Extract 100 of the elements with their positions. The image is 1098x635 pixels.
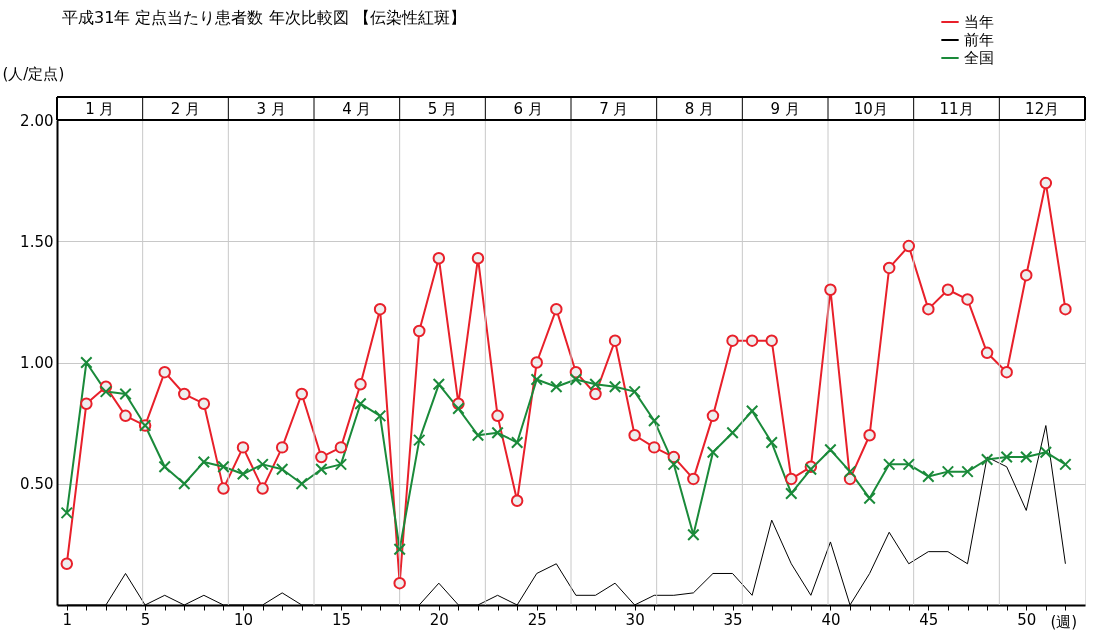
- point: [922, 302, 935, 316]
- x-tick-label: 50: [1017, 610, 1037, 629]
- point: [373, 302, 387, 316]
- point: [765, 334, 778, 347]
- point: [608, 380, 622, 393]
- x-tick-label: 35: [723, 610, 743, 629]
- point: [491, 409, 504, 423]
- text: 1 月: [85, 99, 115, 118]
- point: [1000, 450, 1013, 464]
- y-tick-label: 1.00: [20, 354, 54, 372]
- point: [941, 283, 955, 296]
- text: 2 月: [170, 99, 201, 118]
- point: [843, 465, 857, 478]
- x-tick-label: 15: [331, 610, 351, 629]
- point: [236, 467, 250, 481]
- point: [726, 426, 739, 440]
- point: [550, 380, 563, 393]
- y-tick-label: 0.50: [20, 475, 54, 494]
- text: 5 月: [427, 99, 458, 118]
- point: [863, 429, 876, 442]
- y-axis-title: (人/定点): [2, 64, 65, 83]
- point: [1020, 450, 1033, 464]
- point: [1059, 458, 1072, 471]
- point: [99, 385, 113, 398]
- point: [628, 429, 641, 442]
- point: [961, 465, 974, 478]
- point: [452, 402, 465, 415]
- point: [510, 436, 524, 449]
- point: [119, 387, 132, 401]
- point: [471, 251, 485, 265]
- x-tick-label: 45: [919, 610, 939, 629]
- point: [530, 373, 543, 386]
- point: [726, 334, 739, 347]
- point: [60, 557, 74, 571]
- point: [1039, 176, 1053, 190]
- point: [824, 283, 837, 296]
- point: [1039, 445, 1053, 459]
- point: [158, 365, 171, 379]
- text: 7 月: [599, 99, 629, 118]
- x-axis-title: (週): [1050, 612, 1078, 631]
- point: [608, 334, 622, 347]
- x-tick-label: 10: [233, 610, 254, 629]
- point: [80, 397, 93, 410]
- point: [961, 293, 974, 306]
- point: [667, 458, 681, 471]
- point: [60, 506, 74, 520]
- point: [785, 472, 798, 486]
- text: 9 月: [770, 99, 800, 118]
- text: 11月: [939, 99, 974, 118]
- point: [315, 450, 328, 464]
- point: [295, 477, 309, 490]
- point: [1000, 365, 1013, 379]
- point: [491, 426, 504, 440]
- point: [687, 528, 700, 541]
- chart-title: 平成31年 定点当たり患者数 年次比較図 【伝染性紅斑】: [62, 8, 466, 27]
- text: 8 月: [684, 99, 715, 118]
- point: [119, 409, 132, 423]
- point: [471, 429, 485, 442]
- y-tick-label: 2.00: [20, 111, 54, 130]
- point: [706, 445, 720, 459]
- point: [80, 356, 93, 369]
- point: [510, 494, 524, 507]
- text: 3 月: [256, 99, 286, 118]
- point: [745, 404, 759, 418]
- text: 12月: [1025, 99, 1060, 118]
- point: [334, 458, 348, 471]
- point: [628, 385, 641, 398]
- x-tick-label: 20: [429, 610, 449, 629]
- point: [354, 378, 367, 391]
- point: [197, 455, 211, 469]
- point: [393, 576, 406, 590]
- point: [236, 441, 250, 454]
- legend-label: 全国: [964, 49, 994, 67]
- point: [354, 397, 367, 410]
- point: [569, 373, 583, 386]
- x-tick-label: 5: [140, 610, 151, 629]
- point: [275, 462, 289, 476]
- point: [647, 441, 661, 454]
- point: [941, 465, 955, 478]
- point: [256, 482, 269, 495]
- point: [687, 472, 700, 486]
- point: [217, 482, 230, 495]
- point: [256, 458, 269, 471]
- point: [1059, 302, 1072, 316]
- legend-label: 当年: [964, 13, 994, 31]
- x-tick-label: 40: [821, 610, 841, 629]
- y-tick-label: 1.50: [20, 232, 54, 251]
- point: [197, 397, 211, 410]
- x-tick-label: 1: [62, 610, 73, 629]
- point: [413, 433, 426, 447]
- point: [275, 441, 289, 454]
- point: [785, 487, 798, 500]
- text: 4 月: [342, 99, 372, 118]
- text: 10月: [853, 99, 888, 118]
- point: [902, 239, 916, 253]
- point: [315, 462, 328, 476]
- point: [178, 387, 191, 401]
- point: [1020, 268, 1033, 282]
- point: [158, 460, 171, 474]
- point: [550, 302, 563, 316]
